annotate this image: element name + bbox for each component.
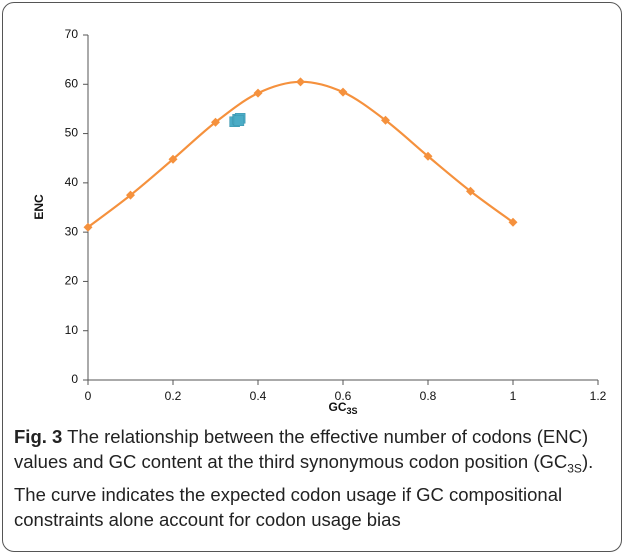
y-tick-label: 30 bbox=[65, 224, 79, 238]
diamond-marker bbox=[381, 115, 390, 125]
scatter-point bbox=[233, 115, 245, 127]
chart: ENC GC3S 0 10 20 30 40 50 60 70 0 0.2 0.4 0.6 0.8 1 1.… bbox=[32, 27, 607, 416]
diamond-marker bbox=[83, 222, 93, 232]
y-tick-label: 40 bbox=[65, 175, 79, 189]
x-tick-label: 0.8 bbox=[420, 389, 437, 403]
x-tick-label: 0.4 bbox=[250, 389, 267, 403]
curve bbox=[87, 80, 514, 229]
y-tick-label: 20 bbox=[65, 274, 79, 288]
x-tick-label: 0.2 bbox=[165, 389, 182, 403]
y-tick-label: 10 bbox=[65, 323, 79, 337]
caption-text: The relationship between the effective n… bbox=[14, 426, 589, 472]
y-tick-label: 60 bbox=[65, 76, 79, 90]
diamond-marker bbox=[253, 88, 263, 98]
diamond-marker bbox=[211, 117, 220, 127]
x-tick-label: 0 bbox=[85, 389, 92, 403]
caption: Fig. 3 The relationship between the effe… bbox=[14, 424, 614, 532]
y-tick-label: 50 bbox=[65, 126, 79, 140]
diamond-marker bbox=[466, 186, 475, 196]
caption-label: Fig. 3 bbox=[14, 426, 63, 447]
y-tick-label: 0 bbox=[71, 372, 78, 386]
x-tick-label: 1 bbox=[510, 389, 517, 403]
y-axis-label: ENC bbox=[32, 194, 46, 220]
caption-text: ). The curve indicates the expected codo… bbox=[14, 451, 594, 530]
diamond-marker bbox=[126, 190, 135, 200]
y-tick-label: 70 bbox=[65, 27, 79, 41]
x-tick-label: 0.6 bbox=[335, 389, 352, 403]
diamond-marker bbox=[168, 154, 178, 164]
caption-sub: 3S bbox=[567, 461, 582, 476]
x-axis-label-main: GC bbox=[328, 400, 346, 414]
diamond-marker bbox=[508, 217, 518, 227]
diamond-marker bbox=[338, 87, 348, 97]
diamond-marker bbox=[296, 77, 305, 87]
x-axis-label: GC3S bbox=[328, 400, 357, 416]
x-tick-label: 1.2 bbox=[590, 389, 607, 403]
diamond-marker bbox=[423, 151, 433, 161]
x-axis-label-sub: 3S bbox=[346, 406, 357, 416]
figure-frame bbox=[2, 2, 622, 552]
